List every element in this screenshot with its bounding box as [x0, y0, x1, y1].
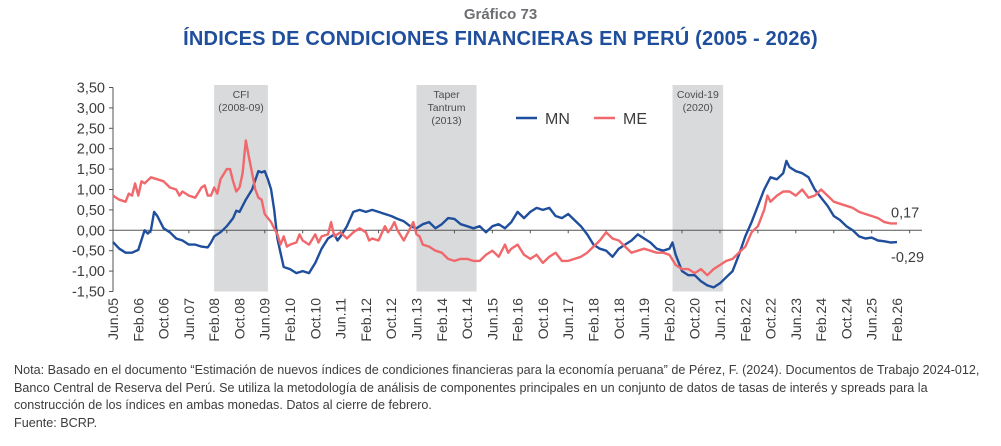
x-tick-label: Jun.09: [257, 298, 273, 340]
y-tick-label: 1,00: [77, 183, 105, 199]
shaded-period: [214, 85, 268, 292]
y-tick-label: 0,50: [77, 203, 105, 219]
x-tick-label: Oct.16: [535, 298, 551, 339]
legend-label-me: ME: [623, 111, 647, 128]
shaded-period-label: Tantrum: [428, 102, 466, 114]
x-tick-label: Feb.12: [358, 298, 374, 342]
axes: 3,50 3,00 2,50 2,00 1,50 1,00 0,50 0,00 -0,50 -1,…: [72, 81, 922, 342]
x-tick-label: Jun.07: [181, 298, 197, 340]
y-tick-label: 3,00: [77, 101, 105, 117]
x-tick-label: Feb.08: [206, 298, 222, 342]
x-tick-label: Feb.06: [130, 298, 146, 342]
x-tick-label: Jun.25: [864, 298, 880, 340]
shaded-period-label: Covid-19: [677, 89, 719, 101]
x-tick-label: Oct.06: [156, 298, 172, 339]
x-tick-label: Oct.10: [307, 298, 323, 339]
x-tick-label: Jun.17: [560, 298, 576, 340]
x-tick-label: Feb.18: [586, 298, 602, 342]
y-tick-label: -0,50: [72, 244, 105, 260]
x-tick-label: Jun.13: [408, 298, 424, 340]
legend: MN ME: [516, 111, 647, 128]
shaded-period-label: (2013): [431, 115, 461, 127]
x-tick-label: Oct.08: [231, 298, 247, 339]
y-tick-label: 3,50: [77, 81, 105, 97]
shaded-period-label: (2008-09): [218, 102, 264, 114]
y-tick-label: -1,50: [72, 285, 105, 301]
shaded-period-label: Taper: [433, 89, 460, 101]
x-tick-label: Oct.24: [838, 298, 854, 339]
series-lines: [112, 139, 898, 289]
data-labels: -0,29 0,17: [891, 205, 924, 266]
shaded-period: [672, 85, 724, 292]
series-line-me: [112, 139, 897, 277]
legend-label-mn: MN: [545, 111, 570, 128]
x-tick-label: Jun.11: [333, 298, 349, 339]
x-tick-label: Oct.12: [383, 298, 399, 339]
shaded-period-label: CFI: [233, 89, 250, 101]
y-tick-label: 2,00: [77, 142, 105, 158]
x-tick-label: Feb.14: [434, 298, 450, 342]
chart-title: ÍNDICES DE CONDICIONES FINANCIERAS EN PE…: [183, 28, 818, 50]
y-tick-label: 1,50: [77, 162, 105, 178]
series-line-mn: [112, 159, 898, 289]
note-text: Nota: Basado en el documento “Estimación…: [14, 363, 980, 412]
x-tick-label: Oct.18: [611, 298, 627, 339]
chart-note: Nota: Basado en el documento “Estimación…: [14, 362, 989, 432]
end-value-label-me: 0,17: [891, 205, 919, 221]
x-tick-label: Feb.24: [813, 298, 829, 342]
shaded-period-label: (2020): [683, 102, 713, 114]
x-tick-label: Feb.22: [737, 298, 753, 342]
x-tick-label: Jun.05: [105, 298, 121, 340]
y-tick-label: -1,00: [72, 264, 105, 280]
note-source: Fuente: BCRP.: [14, 415, 98, 430]
x-tick-label: Jun.19: [636, 298, 652, 340]
x-tick-label: Feb.16: [510, 298, 526, 342]
x-tick-label: Oct.20: [687, 298, 703, 339]
y-tick-label: 2,50: [77, 121, 105, 137]
x-tick-label: Oct.22: [763, 298, 779, 339]
x-tick-label: Feb.20: [661, 298, 677, 342]
x-tick-label: Jun.21: [712, 298, 728, 340]
chart-number: Gráfico 73: [463, 6, 538, 23]
x-tick-label: Feb.10: [282, 298, 298, 342]
x-tick-label: Jun.15: [484, 298, 500, 340]
x-tick-label: Feb.26: [889, 298, 905, 342]
y-tick-label: 0,00: [77, 223, 105, 239]
x-tick-label: Jun.23: [788, 298, 804, 340]
x-tick-label: Oct.14: [459, 298, 475, 339]
end-value-label-mn: -0,29: [891, 250, 924, 266]
